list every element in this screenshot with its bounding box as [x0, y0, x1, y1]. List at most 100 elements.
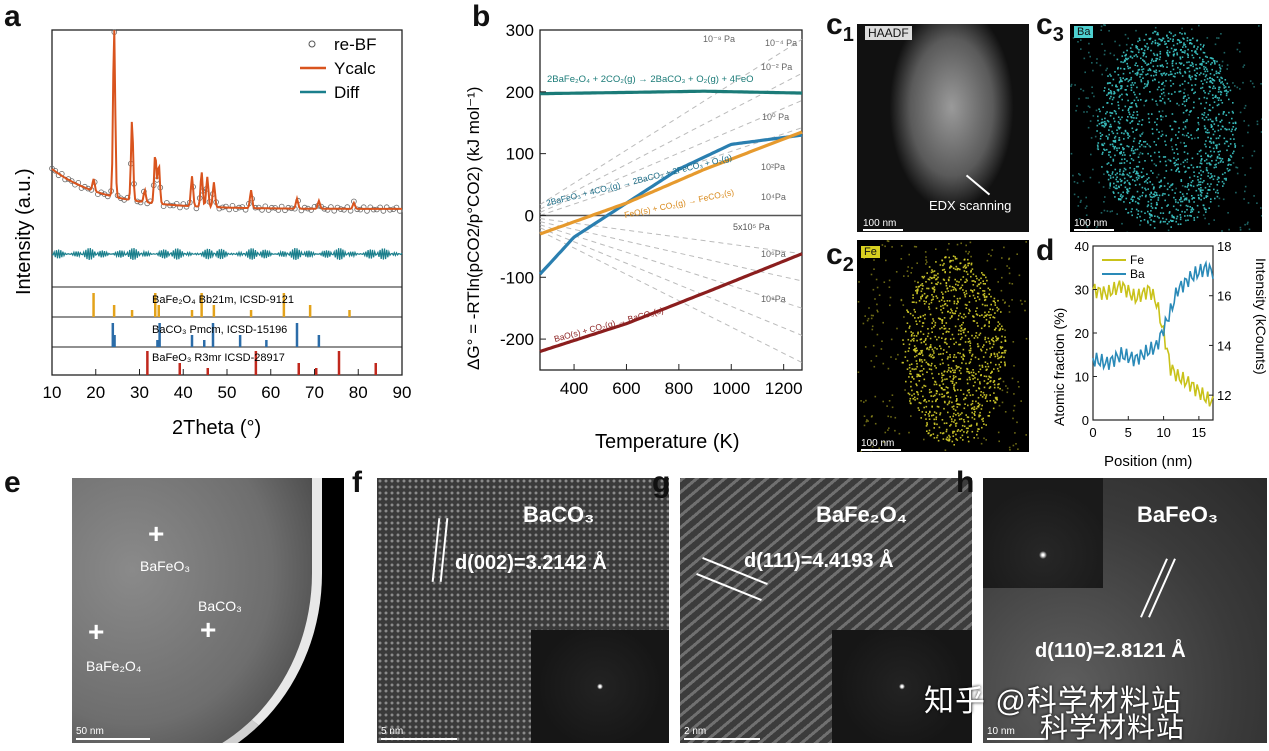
h-scale-label: 10 nm: [987, 726, 1015, 737]
eds-pixel: [1167, 37, 1169, 39]
eds-pixel: [1013, 365, 1015, 367]
eds-pixel: [1151, 196, 1153, 199]
eds-pixel: [1192, 106, 1195, 109]
eds-pixel: [955, 414, 957, 416]
eds-pixel: [1004, 329, 1006, 332]
eds-pixel: [922, 333, 925, 335]
eds-pixel: [1196, 129, 1198, 132]
eds-pixel: [1120, 85, 1122, 87]
eds-pixel: [871, 445, 874, 448]
eds-pixel: [1184, 125, 1187, 128]
eds-pixel: [928, 346, 931, 349]
eds-pixel: [909, 372, 911, 375]
eds-pixel: [972, 369, 974, 371]
eds-pixel: [1154, 26, 1157, 29]
eds-pixel: [1147, 204, 1150, 206]
eds-pixel: [907, 275, 909, 277]
eds-pixel: [1152, 79, 1154, 82]
eds-pixel: [1193, 217, 1195, 219]
eds-pixel: [923, 378, 926, 381]
eds-pixel: [1218, 78, 1221, 81]
eds-pixel: [1207, 155, 1210, 158]
eds-pixel: [1191, 207, 1193, 209]
eds-pixel: [944, 338, 946, 341]
eds-pixel: [1219, 120, 1221, 123]
eds-pixel: [1217, 103, 1220, 106]
eds-pixel: [1123, 201, 1125, 203]
eds-pixel: [928, 418, 931, 420]
eds-pixel: [1147, 222, 1149, 224]
eds-pixel: [1136, 216, 1138, 219]
eds-pixel: [944, 303, 946, 306]
eds-pixel: [1187, 54, 1189, 56]
eds-pixel: [1174, 164, 1176, 167]
eds-pixel: [1164, 43, 1166, 45]
eds-pixel: [979, 411, 981, 414]
eds-pixel: [1227, 145, 1230, 147]
eds-pixel: [1200, 48, 1202, 50]
xrd-x-tick-label: 20: [86, 383, 105, 402]
eds-pixel: [1115, 187, 1118, 190]
eds-pixel: [1133, 91, 1135, 94]
eds-pixel: [1011, 377, 1014, 380]
eds-pixel: [975, 332, 978, 334]
eds-pixel: [1218, 143, 1221, 146]
eds-pixel: [1218, 153, 1220, 156]
eds-pixel: [1249, 167, 1252, 169]
eds-pixel: [956, 430, 959, 432]
eds-pixel: [970, 271, 972, 273]
eds-pixel: [964, 264, 967, 266]
eds-pixel: [1154, 41, 1157, 44]
eds-pixel: [1222, 161, 1224, 163]
eds-pixel: [900, 298, 903, 301]
eds-pixel: [1200, 155, 1202, 157]
eds-pixel: [1184, 80, 1186, 83]
eds-pixel: [1140, 79, 1142, 81]
eds-pixel: [1139, 215, 1141, 218]
eds-pixel: [1166, 46, 1168, 48]
eds-pixel: [1080, 199, 1082, 202]
eds-pixel: [1140, 57, 1142, 60]
eds-pixel: [1175, 159, 1178, 162]
eds-pixel: [947, 364, 950, 366]
eds-pixel: [1183, 151, 1186, 153]
eds-pixel: [1192, 63, 1194, 65]
eds-pixel: [1192, 197, 1194, 199]
eds-pixel: [1258, 25, 1260, 27]
eds-pixel: [909, 397, 912, 400]
eds-pixel: [940, 299, 943, 301]
eds-pixel: [1158, 194, 1161, 197]
eds-pixel: [935, 412, 938, 414]
eds-pixel: [1207, 113, 1209, 116]
eds-pixel: [1209, 146, 1211, 148]
eds-pixel: [974, 414, 976, 416]
eds-pixel: [961, 284, 964, 287]
eds-pixel: [1143, 219, 1146, 221]
eds-pixel: [1129, 202, 1131, 204]
eds-pixel: [917, 407, 920, 409]
eds-pixel: [983, 380, 986, 382]
eds-pixel: [917, 374, 920, 376]
eds-pixel: [1119, 118, 1122, 121]
eds-pixel: [925, 425, 928, 427]
eds-pixel: [1128, 111, 1130, 114]
eds-pixel: [1200, 187, 1202, 189]
eds-pixel: [951, 312, 954, 314]
eds-pixel: [1217, 91, 1220, 93]
eds-pixel: [1150, 62, 1152, 64]
eds-pixel: [1239, 229, 1242, 231]
eds-pixel: [1184, 95, 1186, 97]
eds-pixel: [1186, 98, 1188, 101]
eds-pixel: [1159, 53, 1162, 55]
eds-pixel: [1112, 78, 1115, 81]
eds-pixel: [933, 291, 935, 293]
eds-pixel: [1177, 209, 1179, 211]
eds-pixel: [1110, 92, 1113, 95]
eds-pixel: [924, 414, 926, 416]
eds-pixel: [1136, 190, 1139, 193]
eds-pixel: [1160, 115, 1162, 117]
eds-pixel: [998, 440, 1000, 443]
eds-pixel: [1213, 74, 1216, 76]
eds-pixel: [966, 394, 968, 397]
eds-pixel: [931, 372, 933, 375]
